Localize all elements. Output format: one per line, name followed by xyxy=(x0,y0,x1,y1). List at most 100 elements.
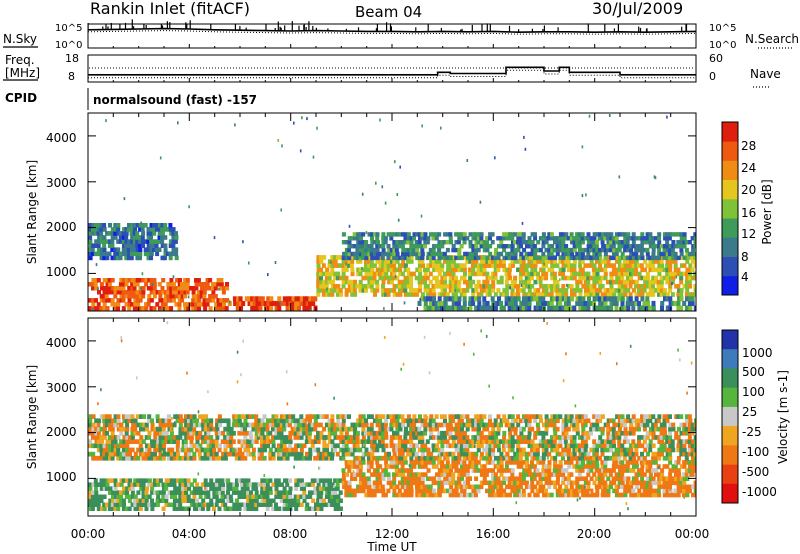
heatmap-cell xyxy=(92,308,94,311)
heatmap-cell xyxy=(364,240,369,245)
heatmap-cell xyxy=(625,300,630,306)
heatmap-cell xyxy=(494,247,498,253)
heatmap-cell xyxy=(623,492,628,498)
heatmap-cell xyxy=(251,486,256,491)
heatmap-cell xyxy=(586,480,591,486)
heatmap-cell xyxy=(668,263,673,268)
heatmap-cell xyxy=(398,435,403,440)
heatmap-cell xyxy=(247,300,252,306)
heatmap-cell xyxy=(581,460,585,465)
heatmap-cell xyxy=(96,494,101,499)
heatmap-cell xyxy=(482,296,487,302)
heatmap-cell xyxy=(96,231,101,236)
heatmap-cell xyxy=(268,498,273,503)
heatmap-cell xyxy=(646,236,651,241)
heatmap-cell xyxy=(319,267,324,273)
heatmap-cell xyxy=(164,435,169,440)
heatmap-cell xyxy=(634,279,639,285)
heatmap-cell xyxy=(355,455,360,461)
heatmap-cell xyxy=(347,488,352,494)
heatmap-cell xyxy=(482,271,487,277)
power-colorbar-swatch xyxy=(722,198,738,219)
heatmap-cell xyxy=(319,275,323,281)
heatmap-cell xyxy=(400,414,405,419)
heatmap-cell xyxy=(189,286,193,291)
heatmap-cell xyxy=(552,305,557,311)
heatmap-cell xyxy=(214,439,219,444)
heatmap-cell xyxy=(294,305,299,311)
heatmap-cell xyxy=(324,414,329,419)
heatmap-cell xyxy=(257,447,262,453)
heatmap-cell xyxy=(446,259,451,264)
heatmap-cell xyxy=(454,240,459,245)
heatmap-cell xyxy=(254,494,259,499)
heatmap-cell xyxy=(358,460,363,465)
heatmap-cell xyxy=(146,239,151,244)
heatmap-cell xyxy=(316,494,321,499)
heatmap-cell xyxy=(595,240,600,245)
heatmap-cell xyxy=(646,480,650,486)
heatmap-cell xyxy=(90,247,95,252)
heatmap-cell xyxy=(620,460,625,465)
heatmap-cell xyxy=(307,426,312,432)
heatmap-cell xyxy=(617,296,622,302)
heatmap-cell xyxy=(412,422,417,428)
heatmap-cell xyxy=(510,468,515,473)
heatmap-cell xyxy=(524,305,529,311)
heatmap-cell xyxy=(403,292,408,297)
heatmap-cell xyxy=(620,284,625,289)
heatmap-cell xyxy=(88,426,93,432)
heatmap-cell xyxy=(361,430,366,436)
heatmap-cell xyxy=(392,418,397,424)
heatmap-cell xyxy=(350,236,355,241)
heatmap-cell xyxy=(342,484,347,490)
heatmap-cell xyxy=(671,282,673,286)
heatmap-cell xyxy=(462,292,467,297)
heatmap-cell xyxy=(403,247,408,253)
heatmap-cell xyxy=(679,244,684,249)
heatmap-cell xyxy=(398,244,402,249)
heatmap-cell xyxy=(578,305,583,311)
heatmap-cell xyxy=(144,282,149,287)
heatmap-cell xyxy=(192,451,197,457)
heatmap-cell xyxy=(437,232,442,237)
heatmap-cell xyxy=(378,488,383,494)
heatmap-cell xyxy=(294,486,299,491)
heatmap-cell xyxy=(204,414,209,419)
heatmap-cell xyxy=(668,267,673,273)
heatmap-cell xyxy=(125,439,130,444)
heatmap-cell xyxy=(203,282,207,287)
heatmap-cell xyxy=(214,302,219,307)
heatmap-cell xyxy=(392,464,396,469)
heatmap-cell xyxy=(538,460,543,465)
heatmap-cell xyxy=(412,443,417,449)
heatmap-cell xyxy=(549,300,554,306)
heatmap-cell xyxy=(276,422,281,428)
heatmap-cell xyxy=(617,279,622,285)
heatmap-cell xyxy=(189,430,194,436)
heatmap-cell xyxy=(330,426,335,432)
heatmap-cell xyxy=(541,296,546,302)
heatmap-cell xyxy=(437,251,442,257)
heatmap-cell xyxy=(203,426,208,432)
heatmap-cell xyxy=(105,282,110,287)
heatmap-cell xyxy=(366,468,371,473)
heatmap-cell xyxy=(502,288,507,293)
heatmap-cell xyxy=(336,506,341,511)
heatmap-cell xyxy=(636,468,641,473)
heatmap-cell xyxy=(363,244,368,249)
heatmap-cell xyxy=(152,247,156,252)
heatmap-cell xyxy=(370,271,374,277)
heatmap-cell xyxy=(113,478,118,483)
heatmap-cell xyxy=(521,288,526,293)
heatmap-cell xyxy=(183,306,188,311)
heatmap-cell xyxy=(459,255,464,261)
heatmap-cell xyxy=(623,288,628,293)
heatmap-cell xyxy=(449,284,454,289)
heatmap-cell xyxy=(113,247,118,252)
heatmap-cell xyxy=(307,435,312,440)
heatmap-cell xyxy=(471,236,476,241)
heatmap-cell xyxy=(423,271,428,277)
heatmap-cell xyxy=(367,492,372,498)
heatmap-cell xyxy=(192,455,197,461)
